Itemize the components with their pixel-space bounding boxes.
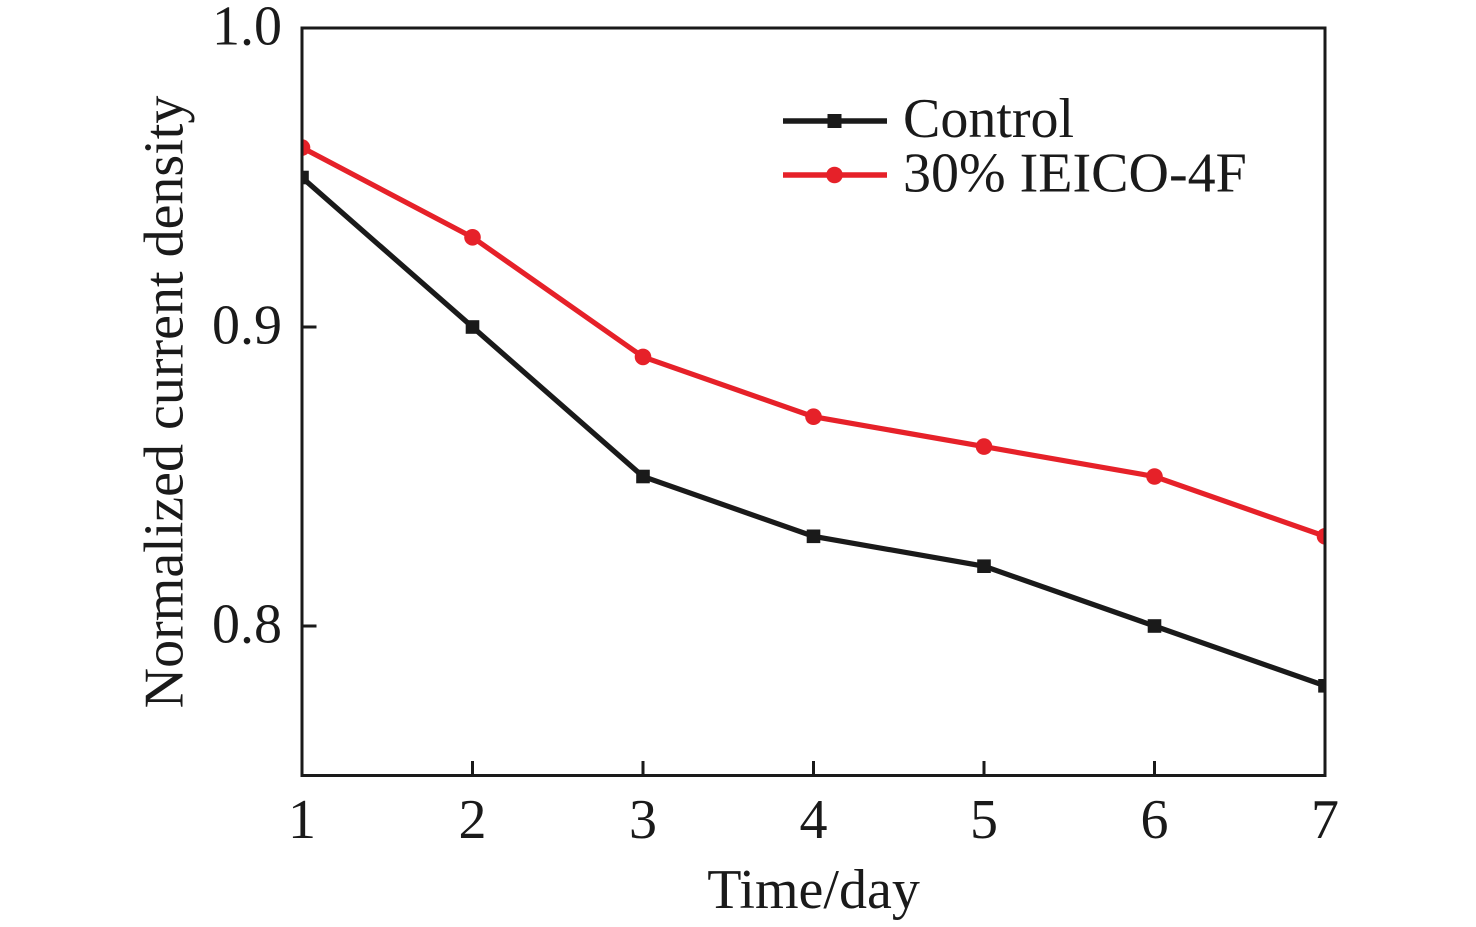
svg-text:1: 1 <box>288 789 316 851</box>
svg-text:2: 2 <box>459 789 487 851</box>
svg-text:Time/day: Time/day <box>707 859 920 921</box>
svg-text:4: 4 <box>800 789 828 851</box>
svg-text:0.9: 0.9 <box>212 295 282 357</box>
svg-text:7: 7 <box>1311 789 1339 851</box>
svg-text:Normalized current density: Normalized current density <box>134 96 196 709</box>
svg-text:30% IEICO-4F: 30% IEICO-4F <box>903 143 1247 205</box>
svg-text:0.8: 0.8 <box>212 594 282 656</box>
svg-text:3: 3 <box>629 789 657 851</box>
svg-text:6: 6 <box>1141 789 1169 851</box>
svg-text:1.0: 1.0 <box>212 0 282 58</box>
svg-text:5: 5 <box>970 789 998 851</box>
svg-text:Control: Control <box>903 88 1074 150</box>
